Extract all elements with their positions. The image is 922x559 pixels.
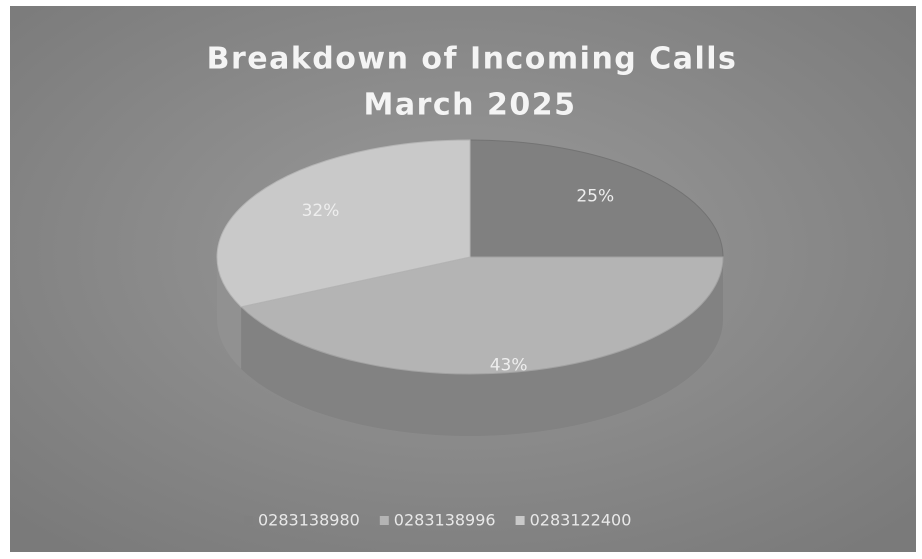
slice-side [241, 257, 724, 436]
data-label: 32% [302, 201, 340, 221]
slice-top [469, 139, 724, 258]
slice-top [240, 256, 724, 375]
legend-swatch [244, 516, 253, 525]
legend-label: 0283138980 [258, 511, 360, 530]
chart-subtitle: March 2025 [364, 88, 577, 123]
slice-top [216, 139, 471, 308]
slice [469, 139, 724, 258]
slice-side [217, 257, 242, 369]
pie-tops: 25% 43% 32% [216, 139, 724, 375]
legend: 0283138980 0283138996 0283122400 [244, 511, 631, 530]
data-label: 43% [490, 355, 528, 375]
slice [216, 139, 471, 308]
legend-label: 0283138996 [394, 511, 496, 530]
slice [240, 256, 724, 375]
data-label: 25% [576, 187, 614, 207]
legend-label: 0283122400 [530, 511, 632, 530]
legend-swatch [379, 516, 389, 525]
legend-swatch [515, 516, 525, 525]
chart-title: Breakdown of Incoming Calls [207, 42, 738, 77]
pie-sides [217, 257, 724, 436]
